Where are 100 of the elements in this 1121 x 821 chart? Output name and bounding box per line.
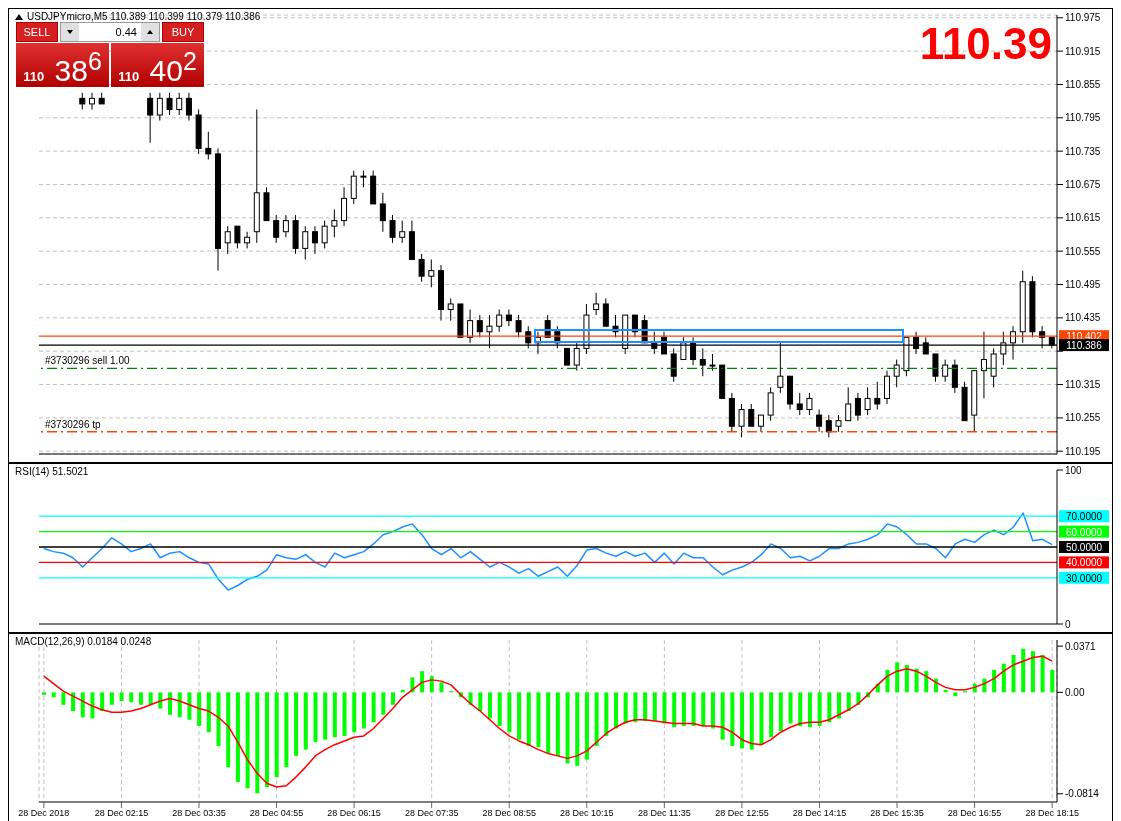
bar: [759, 692, 764, 745]
candlestick: [166, 92, 173, 116]
candlestick: [515, 314, 522, 338]
y-tick-label: 110.315: [1065, 379, 1101, 391]
y-tick-label: 110.855: [1065, 79, 1101, 91]
ref-line-label: 40.0000: [1065, 557, 1103, 569]
bar: [478, 692, 483, 712]
bar: [798, 692, 803, 726]
candlestick: [282, 214, 289, 238]
x-tick-label: 28 Dec 12:55: [715, 808, 769, 819]
candlestick: [593, 292, 600, 316]
annotation: BUY: [162, 22, 204, 42]
bar: [517, 692, 522, 740]
bar: [672, 692, 677, 728]
bar: [51, 692, 56, 698]
x-tick-label: 28 Dec 14:15: [792, 808, 847, 819]
bar: [245, 692, 250, 789]
bar: [381, 692, 386, 715]
bar: [633, 692, 638, 723]
bar: [138, 692, 143, 705]
ref-line-label: 50.0000: [1065, 542, 1103, 553]
bar: [1050, 669, 1055, 693]
bar: [274, 692, 279, 778]
candlestick: [399, 220, 406, 244]
bar: [1021, 648, 1026, 693]
bar: [100, 692, 105, 712]
bar: [129, 692, 134, 703]
x-tick-label: 28 Dec 10:15: [560, 808, 614, 819]
candlestick: [942, 359, 949, 383]
candlestick: [845, 386, 852, 422]
x-tick-label: 28 Dec 07:35: [404, 808, 459, 819]
candlestick: [893, 359, 900, 388]
bar: [42, 692, 46, 695]
candlestick: [302, 225, 309, 261]
candlestick: [631, 314, 638, 338]
bar: [769, 692, 774, 738]
chart-title: MACD(12,26,9) 0.0184 0.0248: [15, 636, 152, 647]
x-tick-label: 28 Dec 18:15: [1025, 808, 1079, 819]
y-tick-label: 0: [1065, 618, 1071, 630]
bar: [313, 692, 318, 743]
bar: [148, 692, 153, 705]
bar: [604, 692, 609, 736]
bar: [594, 692, 599, 746]
bar: [71, 692, 76, 712]
x-tick-label: 28 Dec 11:35: [637, 808, 691, 819]
chart-title: USDJPYmicro,M5 110.389 110.399 110.379 110.386: [27, 11, 261, 22]
bar: [681, 692, 686, 726]
candlestick: [379, 192, 386, 233]
bar: [226, 692, 231, 768]
bar: [885, 669, 890, 693]
candlestick: [806, 392, 813, 416]
x-tick-label: 28 Dec 08:55: [482, 808, 536, 819]
bar: [264, 692, 269, 788]
bar: [584, 692, 589, 760]
ref-line-label: #3730296 sell 1.00: [45, 355, 130, 367]
ref-line-label: 70.0000: [1065, 511, 1103, 523]
bar: [1011, 654, 1016, 693]
bar: [846, 692, 851, 712]
bar: [487, 692, 492, 719]
bar: [323, 692, 328, 740]
bar: [710, 692, 715, 729]
bar: [90, 692, 95, 719]
bar: [904, 664, 909, 693]
bar: [235, 692, 240, 783]
bar: [507, 692, 512, 733]
y-tick-label: 110.195: [1065, 445, 1101, 457]
line-series: [43, 655, 1053, 788]
annotation: 110 38$^{6}$: [23, 47, 102, 87]
candlestick: [389, 214, 396, 244]
candlestick: [748, 403, 755, 427]
bar: [730, 692, 735, 746]
bar: [294, 692, 299, 756]
y-tick-label: 110.555: [1065, 245, 1101, 257]
ref-line-label: 30.0000: [1065, 572, 1103, 584]
candlestick: [505, 309, 512, 327]
bar: [119, 692, 124, 702]
bar: [497, 692, 502, 726]
bar: [837, 692, 842, 719]
candlestick: [273, 214, 280, 244]
bar: [526, 692, 531, 746]
bar: [284, 692, 289, 768]
y-tick-label: 100: [1065, 464, 1083, 476]
bar: [546, 692, 551, 754]
annotation: SELL: [16, 22, 58, 42]
x-tick-label: 28 Dec 15:35: [870, 808, 924, 819]
bar: [662, 692, 667, 724]
candlestick: [990, 347, 997, 388]
annotation: 110.39: [919, 19, 1052, 69]
bar: [778, 692, 783, 731]
y-tick-label: 0.00: [1065, 686, 1085, 698]
chart-title: RSI(14) 51.5021: [15, 466, 89, 477]
bar: [109, 692, 114, 705]
x-tick-label: 28 Dec 03:35: [172, 808, 226, 819]
bar: [720, 692, 725, 740]
bar: [749, 692, 754, 750]
candlestick: [234, 225, 241, 249]
bar: [332, 692, 337, 738]
bar: [691, 692, 696, 726]
candlestick: [796, 392, 803, 416]
y-tick-label: 110.975: [1065, 12, 1101, 24]
